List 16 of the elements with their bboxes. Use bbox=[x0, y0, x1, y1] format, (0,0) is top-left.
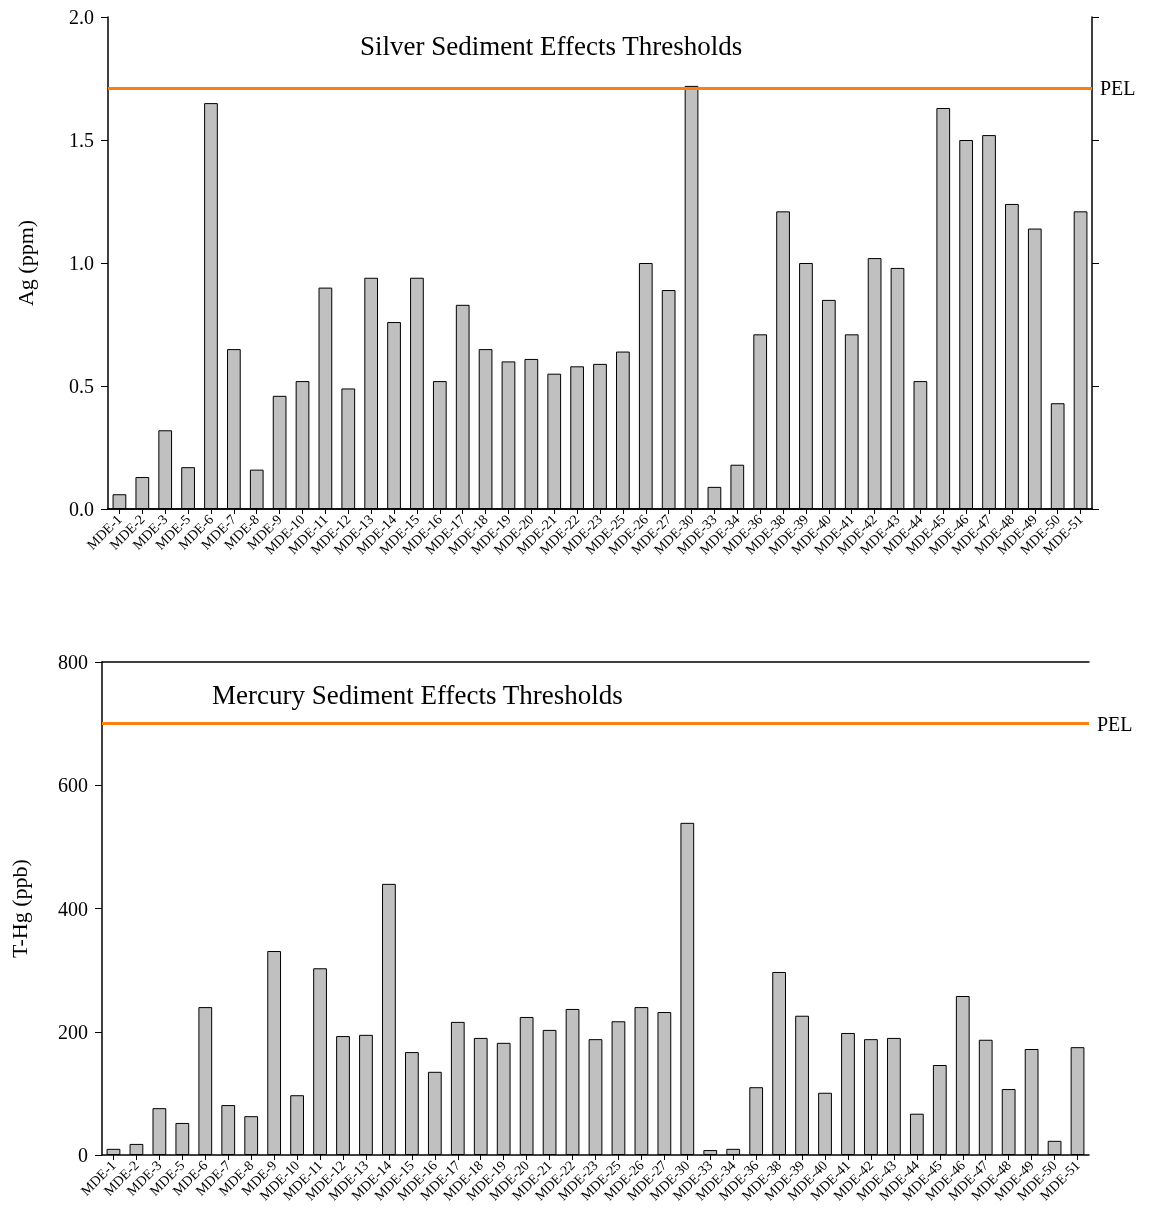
y-tick-label: 0.0 bbox=[69, 498, 94, 520]
ref-line-label: PEL bbox=[1100, 77, 1136, 100]
y-tick-label: 200 bbox=[58, 1020, 88, 1043]
ref-line-label: PEL bbox=[1097, 712, 1133, 735]
y-tick-label: 0.5 bbox=[69, 375, 94, 397]
y-tick-label: 1.5 bbox=[69, 129, 94, 151]
y-tick-label: 800 bbox=[58, 651, 88, 673]
y-axis-title: T-Hg (ppb) bbox=[6, 859, 32, 958]
y-tick-label: 600 bbox=[58, 774, 88, 797]
text: Mercury Sediment Effects Thresholds bbox=[212, 679, 623, 710]
y-axis-title: Ag (ppm) bbox=[12, 219, 38, 307]
y-tick-label: 1.0 bbox=[69, 252, 94, 274]
y-tick-label: 2.0 bbox=[69, 6, 94, 28]
text: Silver Sediment Effects Thresholds bbox=[360, 30, 743, 61]
y-tick-label: 0 bbox=[78, 1144, 88, 1166]
y-tick-label: 400 bbox=[58, 897, 88, 920]
